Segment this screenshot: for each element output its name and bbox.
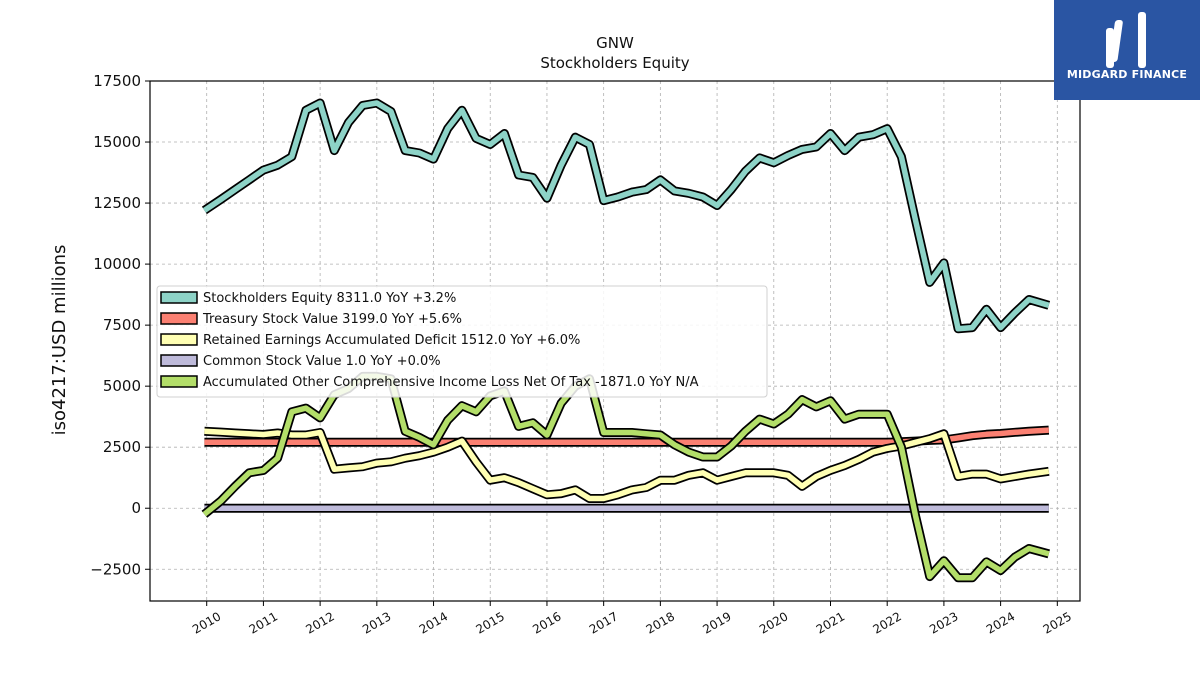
y-tick-label: 10000 [93,255,141,273]
x-tick-label: 2017 [587,609,620,636]
y-tick-label: 15000 [93,133,141,151]
legend-label: Common Stock Value 1.0 YoY +0.0% [203,354,441,369]
y-tick-label: 0 [131,499,141,517]
x-tick-label: 2024 [984,609,1017,636]
x-tick-label: 2022 [870,609,903,636]
x-tick-label: 2010 [190,609,223,636]
x-tick-label: 2019 [700,609,733,636]
x-tick-label: 2023 [927,609,960,636]
y-tick-label: 7500 [103,316,141,334]
y-tick-label: 2500 [103,438,141,456]
x-tick-label: 2021 [814,609,847,636]
chart-subtitle: Stockholders Equity [540,54,689,72]
x-tick-label: 2016 [530,609,563,636]
legend-label: Treasury Stock Value 3199.0 YoY +5.6% [202,312,462,327]
brand-name: MIDGARD FINANCE [1066,68,1188,81]
legend-swatch [160,312,198,325]
x-tick-label: 2018 [644,609,677,636]
y-tick-label: 17500 [93,72,141,90]
x-tick-label: 2011 [247,609,280,636]
x-tick-label: 2014 [417,609,450,636]
legend-label: Accumulated Other Comprehensive Income L… [203,375,699,390]
series-line-0 [201,98,1051,334]
legend-label: Retained Earnings Accumulated Deficit 15… [203,333,580,348]
legend-swatch [160,291,198,304]
legend: Stockholders Equity 8311.0 YoY +3.2% Trea… [156,285,768,398]
x-tick-label: 2013 [360,609,393,636]
series-line-4 [201,371,1050,583]
y-tick-label: 12500 [93,194,141,212]
legend-box [156,285,768,398]
y-tick-label: 5000 [103,377,141,395]
x-tick-label: 2025 [1041,609,1074,636]
legend-swatch [160,354,198,367]
legend-label: Stockholders Equity 8311.0 YoY +3.2% [203,291,456,306]
brand-logo: MIDGARD FINANCE [1054,0,1200,100]
series-stroke [202,100,1050,332]
y-tick-label: −2500 [90,560,141,578]
chart-title: GNW [596,34,634,52]
plot-frame [149,80,1081,602]
x-tick-label: 2012 [303,609,336,636]
y-axis-label: iso4217:USD millions [49,245,70,436]
midgard-logo-icon [1106,12,1146,68]
x-tick-label: 2015 [474,609,507,636]
legend-swatch [160,375,198,388]
legend-swatch [160,333,198,346]
x-tick-label: 2020 [757,609,790,636]
